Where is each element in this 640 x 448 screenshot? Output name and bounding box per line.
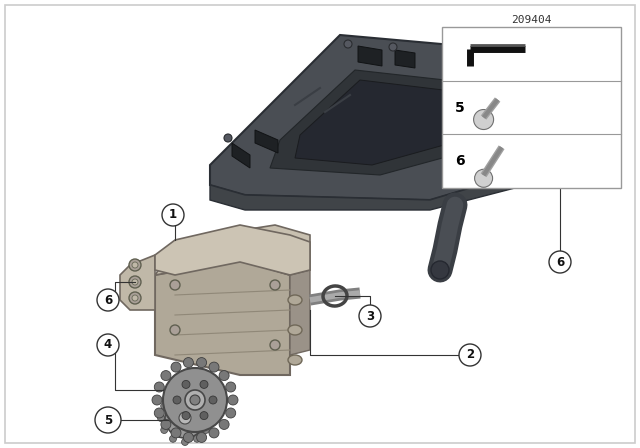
Circle shape	[157, 414, 164, 422]
Circle shape	[389, 43, 397, 51]
Ellipse shape	[288, 355, 302, 365]
Text: 5: 5	[104, 414, 112, 426]
Circle shape	[536, 58, 544, 66]
Polygon shape	[290, 270, 310, 355]
Circle shape	[154, 382, 164, 392]
Polygon shape	[155, 225, 310, 275]
Circle shape	[132, 279, 138, 285]
Circle shape	[170, 280, 180, 290]
Circle shape	[97, 289, 119, 311]
Circle shape	[270, 280, 280, 290]
Circle shape	[459, 344, 481, 366]
Circle shape	[161, 419, 171, 430]
Polygon shape	[155, 260, 290, 375]
Circle shape	[182, 391, 189, 397]
Circle shape	[205, 414, 212, 422]
Circle shape	[173, 396, 181, 404]
Text: 6: 6	[104, 293, 112, 306]
Circle shape	[558, 88, 566, 96]
Circle shape	[226, 408, 236, 418]
Circle shape	[171, 428, 181, 438]
Circle shape	[162, 204, 184, 226]
Circle shape	[202, 426, 209, 434]
Ellipse shape	[288, 295, 302, 305]
Circle shape	[165, 398, 205, 438]
Polygon shape	[295, 80, 462, 165]
Circle shape	[184, 432, 193, 443]
Circle shape	[475, 169, 493, 187]
Polygon shape	[232, 143, 250, 168]
Circle shape	[431, 261, 449, 279]
Circle shape	[97, 334, 119, 356]
Circle shape	[193, 435, 200, 442]
Text: 209404: 209404	[511, 15, 552, 25]
Circle shape	[170, 435, 177, 442]
Circle shape	[196, 358, 207, 367]
Circle shape	[129, 292, 141, 304]
Text: 4: 4	[104, 339, 112, 352]
Circle shape	[219, 419, 229, 430]
Circle shape	[202, 402, 209, 409]
Polygon shape	[255, 130, 278, 153]
Text: 2: 2	[466, 349, 474, 362]
Circle shape	[474, 109, 493, 129]
Text: 6: 6	[455, 154, 465, 168]
Circle shape	[344, 40, 352, 48]
Circle shape	[152, 395, 162, 405]
Text: 5: 5	[455, 100, 465, 115]
Circle shape	[161, 402, 168, 409]
Circle shape	[95, 407, 121, 433]
Polygon shape	[555, 55, 580, 180]
Circle shape	[161, 370, 171, 380]
Circle shape	[219, 370, 229, 380]
Circle shape	[226, 382, 236, 392]
Circle shape	[196, 432, 207, 443]
Text: 6: 6	[556, 255, 564, 268]
Circle shape	[193, 394, 200, 401]
Circle shape	[132, 262, 138, 268]
Circle shape	[209, 362, 219, 372]
Circle shape	[224, 134, 232, 142]
Polygon shape	[270, 70, 490, 175]
Circle shape	[184, 358, 193, 367]
Circle shape	[182, 439, 189, 445]
Circle shape	[200, 380, 208, 388]
Circle shape	[182, 380, 190, 388]
Circle shape	[209, 428, 219, 438]
Circle shape	[132, 295, 138, 301]
Circle shape	[359, 305, 381, 327]
Circle shape	[129, 259, 141, 271]
Circle shape	[154, 408, 164, 418]
Circle shape	[209, 396, 217, 404]
Circle shape	[161, 426, 168, 434]
Circle shape	[228, 395, 238, 405]
Polygon shape	[395, 50, 415, 68]
Text: 3: 3	[366, 310, 374, 323]
Circle shape	[190, 395, 200, 405]
Circle shape	[185, 390, 205, 410]
Bar	[442, 27, 621, 188]
Circle shape	[270, 340, 280, 350]
Circle shape	[170, 394, 177, 401]
Circle shape	[179, 412, 191, 424]
Circle shape	[170, 325, 180, 335]
Ellipse shape	[288, 325, 302, 335]
Polygon shape	[358, 46, 382, 66]
Polygon shape	[155, 225, 310, 275]
Polygon shape	[120, 255, 155, 310]
Circle shape	[200, 412, 208, 420]
Circle shape	[182, 412, 190, 420]
Polygon shape	[210, 35, 575, 200]
Circle shape	[129, 276, 141, 288]
Text: 1: 1	[169, 208, 177, 221]
Circle shape	[171, 362, 181, 372]
Circle shape	[163, 368, 227, 432]
Circle shape	[549, 251, 571, 273]
Polygon shape	[210, 160, 565, 210]
